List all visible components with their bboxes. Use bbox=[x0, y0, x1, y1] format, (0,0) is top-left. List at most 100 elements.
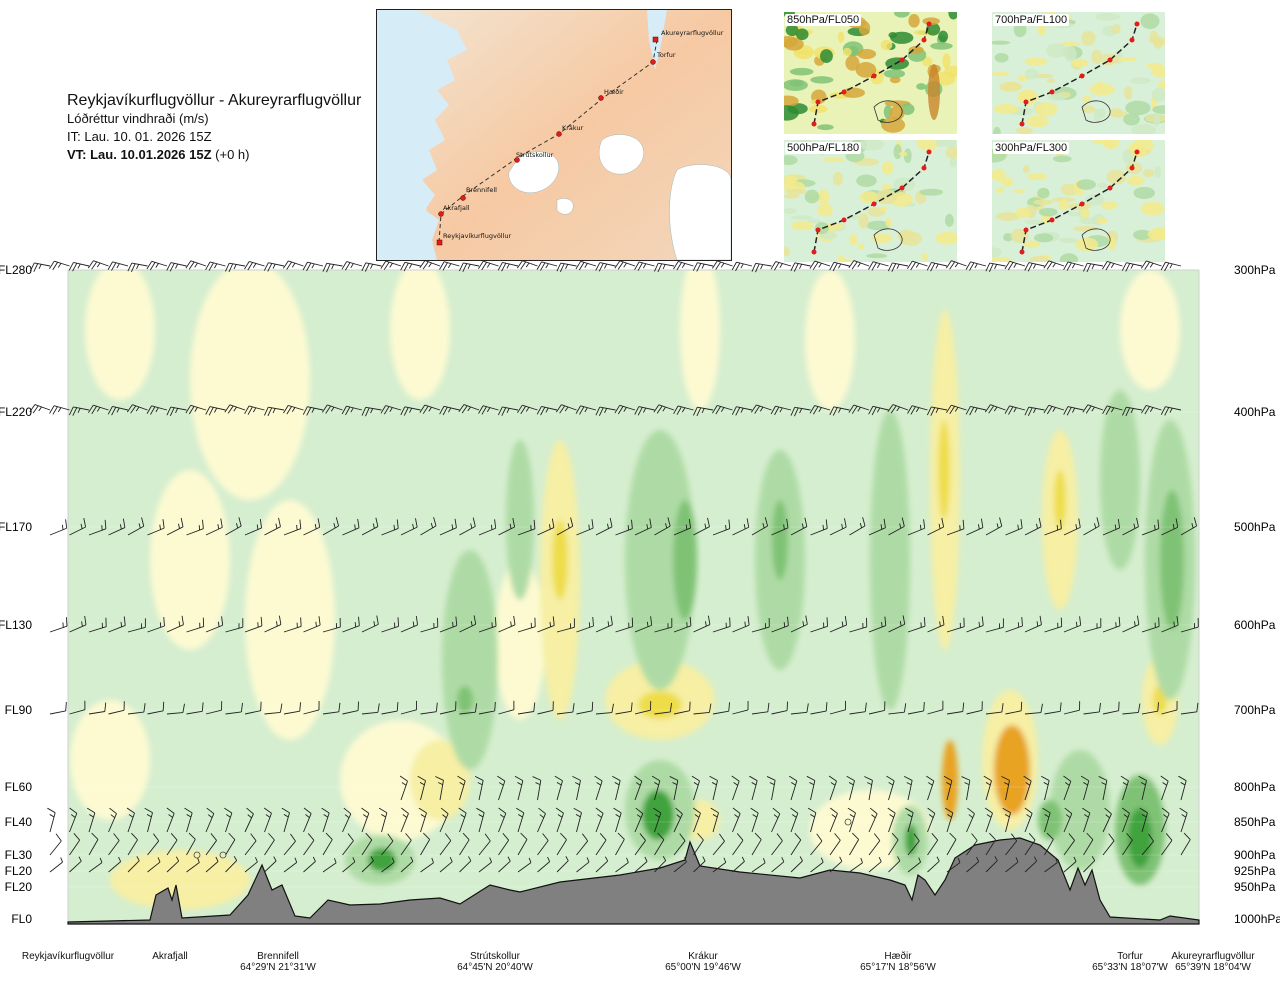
wind-barb bbox=[439, 833, 452, 856]
wind-contour bbox=[1160, 490, 1184, 630]
thumb-700hpa[interactable]: 700hPa/FL100 bbox=[992, 12, 1165, 134]
thumb-marker bbox=[815, 99, 821, 105]
flight-level-label: FL60 bbox=[5, 780, 33, 794]
glacier-4 bbox=[556, 198, 574, 215]
wind-contour bbox=[506, 440, 534, 600]
thumb-marker bbox=[1049, 89, 1055, 95]
wind-barb bbox=[732, 518, 750, 536]
wind-barb bbox=[749, 775, 758, 801]
wind-barb bbox=[205, 833, 217, 856]
route-map[interactable]: Akureyrarflugvöllur Torfur Hæðir Krákur … bbox=[376, 9, 732, 261]
wind-barb bbox=[146, 260, 168, 271]
wind-barb bbox=[576, 857, 590, 873]
wind-barb bbox=[224, 404, 246, 414]
wind-barb bbox=[1102, 701, 1120, 715]
marker-reykjavik bbox=[436, 239, 443, 246]
wind-barb bbox=[88, 519, 107, 536]
wind-barb bbox=[790, 517, 808, 536]
wind-barb bbox=[693, 703, 712, 715]
thumb-field bbox=[855, 62, 877, 78]
wind-barb bbox=[1102, 261, 1123, 271]
station-name: Akrafjall bbox=[152, 951, 188, 962]
wind-barb bbox=[88, 404, 109, 415]
wind-barb bbox=[69, 615, 87, 633]
wind-barb bbox=[478, 617, 497, 633]
wind-contour bbox=[190, 270, 310, 500]
wind-barb bbox=[712, 702, 730, 715]
wind-contour bbox=[772, 500, 788, 580]
wind-barb bbox=[868, 833, 881, 856]
wind-barb bbox=[1082, 807, 1091, 833]
wind-barb bbox=[985, 618, 1004, 633]
wind-barb bbox=[732, 616, 750, 633]
thumb-field bbox=[1059, 237, 1079, 244]
wind-barb bbox=[515, 807, 525, 833]
wind-barb bbox=[147, 519, 165, 536]
wind-barb bbox=[537, 701, 554, 715]
wind-barb bbox=[693, 832, 704, 856]
wind-barb bbox=[809, 260, 831, 270]
thumb-field bbox=[996, 187, 1004, 194]
pressure-level-label: 300hPa bbox=[1234, 263, 1276, 277]
thumb-field bbox=[1153, 112, 1161, 127]
wind-barb bbox=[186, 857, 200, 873]
thumb-marker bbox=[1019, 249, 1025, 255]
wind-barb bbox=[1002, 807, 1011, 833]
wind-barb bbox=[673, 807, 683, 833]
thumb-850hpa-map bbox=[784, 12, 957, 134]
wind-barb bbox=[829, 807, 838, 833]
thumb-field bbox=[823, 157, 845, 163]
thumb-field bbox=[875, 189, 897, 205]
marker-akureyri bbox=[652, 36, 659, 43]
thumb-500hpa-map bbox=[784, 140, 957, 262]
wind-barb bbox=[1044, 617, 1063, 633]
wind-barb bbox=[380, 260, 402, 270]
wind-barb bbox=[554, 775, 563, 801]
wind-barb bbox=[965, 261, 987, 271]
thumb-500hpa[interactable]: 500hPa/FL180 bbox=[784, 140, 957, 262]
flight-level-label: FL90 bbox=[5, 703, 33, 717]
wind-barb bbox=[361, 615, 379, 633]
wind-barb bbox=[1141, 833, 1154, 856]
thumb-field bbox=[894, 12, 910, 18]
map-label-akureyri: Akureyrarflugvöllur bbox=[661, 29, 724, 37]
wind-barb bbox=[731, 261, 753, 272]
wind-barb bbox=[537, 833, 549, 856]
wind-barb bbox=[984, 807, 993, 833]
thumb-glacier bbox=[873, 100, 903, 123]
wind-barb bbox=[303, 700, 320, 715]
wind-barb bbox=[205, 856, 219, 873]
thumb-300hpa-map bbox=[992, 140, 1165, 262]
thumb-850hpa[interactable]: 850hPa/FL050 bbox=[784, 12, 957, 134]
wind-barb bbox=[711, 260, 733, 270]
thumb-300hpa[interactable]: 300hPa/FL300 bbox=[992, 140, 1165, 262]
wind-barb bbox=[807, 807, 817, 833]
thumb-field bbox=[1023, 240, 1040, 248]
wind-barb bbox=[849, 702, 867, 715]
thumb-field bbox=[880, 39, 893, 51]
flight-level-label: FL280 bbox=[0, 263, 32, 277]
thumb-field bbox=[945, 146, 957, 159]
pressure-level-label: 925hPa bbox=[1234, 864, 1276, 878]
wind-barb bbox=[478, 405, 499, 415]
thumb-field bbox=[1122, 149, 1133, 164]
wind-barb bbox=[244, 807, 254, 833]
wind-barb bbox=[126, 404, 148, 414]
thumb-marker bbox=[1023, 227, 1029, 233]
thumb-field bbox=[1133, 229, 1152, 240]
wind-barb bbox=[556, 832, 567, 856]
wind-barb bbox=[361, 517, 379, 536]
thumb-field bbox=[1024, 57, 1048, 66]
cross-section-chart: FL280 FL220 FL170 FL130 FL90 FL60 FL40 FL30 FL20… bbox=[0, 260, 1280, 926]
wind-barb bbox=[829, 406, 850, 416]
thumb-field bbox=[784, 208, 797, 214]
wind-barb bbox=[380, 405, 402, 415]
thumb-field bbox=[928, 64, 940, 120]
thumb-field bbox=[1133, 186, 1156, 199]
wind-barb bbox=[166, 406, 187, 417]
wind-barb bbox=[420, 617, 439, 633]
wind-barb bbox=[420, 517, 437, 536]
thumb-field bbox=[804, 189, 820, 204]
thumb-field bbox=[859, 191, 879, 204]
wind-barb bbox=[1063, 701, 1081, 715]
